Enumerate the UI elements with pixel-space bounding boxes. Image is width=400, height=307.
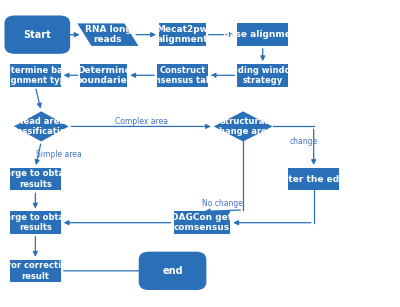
Text: Simple area: Simple area: [36, 150, 82, 159]
Polygon shape: [14, 111, 69, 142]
FancyBboxPatch shape: [237, 64, 288, 87]
Text: Start: Start: [24, 30, 51, 40]
Polygon shape: [77, 23, 138, 46]
FancyBboxPatch shape: [174, 212, 230, 234]
Text: No change: No change: [202, 199, 243, 208]
Text: Determine base
alignment type: Determine base alignment type: [0, 66, 73, 85]
FancyBboxPatch shape: [4, 15, 70, 54]
Text: DAGCon get
comsensus: DAGCon get comsensus: [171, 213, 232, 232]
Text: Merge to obtain
results: Merge to obtain results: [0, 213, 74, 232]
Text: Determinc
boundaries: Determinc boundaries: [75, 66, 132, 85]
FancyBboxPatch shape: [10, 64, 61, 87]
FancyBboxPatch shape: [139, 252, 206, 290]
Text: sliding window
strategy: sliding window strategy: [227, 66, 298, 85]
FancyBboxPatch shape: [10, 212, 61, 234]
Text: Mecat2pw
alignment: Mecat2pw alignment: [156, 25, 208, 44]
Text: Read area
classification: Read area classification: [10, 117, 72, 136]
Polygon shape: [214, 111, 272, 142]
Text: Merge to obtain
results: Merge to obtain results: [0, 169, 74, 189]
FancyBboxPatch shape: [10, 168, 61, 190]
Text: base alignment: base alignment: [223, 30, 302, 39]
FancyBboxPatch shape: [159, 23, 206, 46]
FancyBboxPatch shape: [10, 259, 61, 282]
Text: Construct
consensus table: Construct consensus table: [144, 66, 221, 85]
Text: Error correction
result: Error correction result: [0, 261, 73, 281]
Text: change: change: [290, 137, 318, 146]
FancyBboxPatch shape: [288, 168, 339, 190]
Text: end: end: [162, 266, 183, 276]
Text: Complex area: Complex area: [115, 117, 168, 126]
Text: Structural
change area: Structural change area: [214, 117, 272, 136]
FancyBboxPatch shape: [80, 64, 128, 87]
FancyBboxPatch shape: [157, 64, 208, 87]
Text: RNA long
reads: RNA long reads: [84, 25, 131, 44]
Text: Filter the edge: Filter the edge: [276, 175, 352, 184]
FancyBboxPatch shape: [237, 23, 288, 46]
